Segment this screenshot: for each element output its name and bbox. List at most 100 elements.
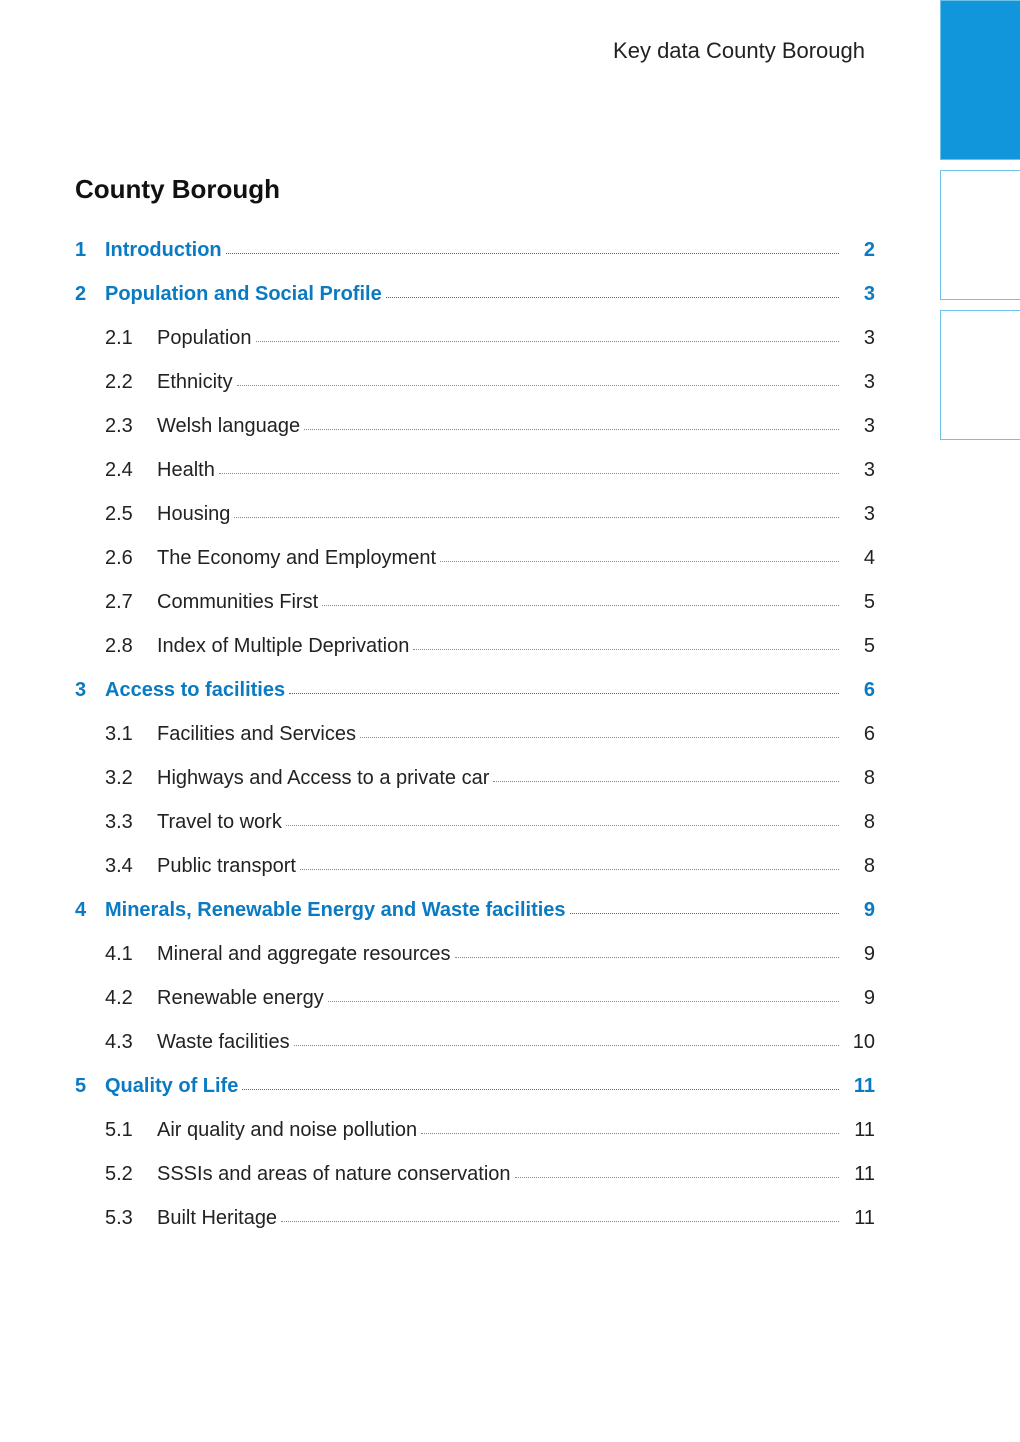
toc-leader-dots (286, 825, 839, 826)
toc-sub-row[interactable]: 2.6The Economy and Employment 4 (75, 543, 875, 573)
side-tab-active (940, 0, 1020, 160)
toc-subsection-number: 4.1 (105, 939, 157, 969)
toc-entry-text: Introduction (105, 235, 222, 265)
toc-sub-row[interactable]: 2.3Welsh language3 (75, 411, 875, 441)
toc-leader-dots (289, 693, 839, 694)
toc-page-number: 3 (845, 367, 875, 397)
toc-subsection-number: 2.7 (105, 587, 157, 617)
toc-section-number: 4 (75, 895, 105, 925)
toc-subsection-number: 2.5 (105, 499, 157, 529)
toc-subsection-number: 4.2 (105, 983, 157, 1013)
toc-entry-text: Welsh language (157, 411, 300, 441)
toc-sub-row[interactable]: 5.3Built Heritage11 (75, 1203, 875, 1233)
toc-subsection-number: 2.2 (105, 367, 157, 397)
toc-sub-row[interactable]: 4.1Mineral and aggregate resources 9 (75, 939, 875, 969)
toc-section-row[interactable]: 1Introduction 2 (75, 235, 875, 265)
toc-entry-text: SSSIs and areas of nature conservation (157, 1159, 511, 1189)
toc-leader-dots (421, 1133, 839, 1134)
toc-leader-dots (322, 605, 839, 606)
toc-entry-text: Minerals, Renewable Energy and Waste fac… (105, 895, 566, 925)
toc-entry-text: Quality of Life (105, 1071, 238, 1101)
toc-leader-dots (515, 1177, 839, 1178)
toc-entry-text: Health (157, 455, 215, 485)
toc-page-number: 5 (845, 631, 875, 661)
toc-page-number: 11 (845, 1115, 875, 1145)
toc-page-number: 6 (845, 675, 875, 705)
toc-entry-text: Renewable energy (157, 983, 324, 1013)
toc-page-number: 9 (845, 895, 875, 925)
toc-page-number: 3 (845, 499, 875, 529)
toc-page-number: 2 (845, 235, 875, 265)
toc-sub-row[interactable]: 2.2Ethnicity 3 (75, 367, 875, 397)
toc-subsection-number: 3.4 (105, 851, 157, 881)
toc-sub-row[interactable]: 3.2Highways and Access to a private car 8 (75, 763, 875, 793)
toc-entry-text: The Economy and Employment (157, 543, 436, 573)
toc-sub-row[interactable]: 3.1Facilities and Services6 (75, 719, 875, 749)
page: Key data County Borough County Borough 1… (0, 0, 1020, 1442)
toc-subsection-number: 2.6 (105, 543, 157, 573)
toc-sub-row[interactable]: 2.5Housing 3 (75, 499, 875, 529)
toc-sub-row[interactable]: 2.1Population3 (75, 323, 875, 353)
toc-subsection-number: 5.1 (105, 1115, 157, 1145)
toc-leader-dots (455, 957, 839, 958)
toc-leader-dots (413, 649, 839, 650)
toc-page-number: 4 (845, 543, 875, 573)
toc-leader-dots (300, 869, 839, 870)
table-of-contents: 1Introduction22Population and Social Pro… (75, 235, 875, 1233)
toc-section-row[interactable]: 2Population and Social Profile3 (75, 279, 875, 309)
page-title: County Borough (75, 174, 875, 205)
toc-page-number: 11 (845, 1071, 875, 1101)
toc-leader-dots (226, 253, 839, 254)
toc-leader-dots (294, 1045, 839, 1046)
toc-subsection-number: 5.3 (105, 1203, 157, 1233)
toc-page-number: 9 (845, 983, 875, 1013)
toc-page-number: 6 (845, 719, 875, 749)
toc-subsection-number: 3.3 (105, 807, 157, 837)
toc-subsection-number: 2.1 (105, 323, 157, 353)
toc-page-number: 3 (845, 455, 875, 485)
toc-entry-text: Built Heritage (157, 1203, 277, 1233)
toc-subsection-number: 3.2 (105, 763, 157, 793)
toc-entry-text: Ethnicity (157, 367, 233, 397)
toc-leader-dots (440, 561, 839, 562)
toc-section-row[interactable]: 4Minerals, Renewable Energy and Waste fa… (75, 895, 875, 925)
toc-section-row[interactable]: 5Quality of Life 11 (75, 1071, 875, 1101)
toc-sub-row[interactable]: 2.8Index of Multiple Deprivation 5 (75, 631, 875, 661)
toc-sub-row[interactable]: 3.4Public transport8 (75, 851, 875, 881)
toc-entry-text: Mineral and aggregate resources (157, 939, 451, 969)
toc-leader-dots (242, 1089, 839, 1090)
toc-section-number: 2 (75, 279, 105, 309)
toc-entry-text: Access to facilities (105, 675, 285, 705)
toc-entry-text: Housing (157, 499, 230, 529)
toc-sub-row[interactable]: 4.2Renewable energy 9 (75, 983, 875, 1013)
toc-page-number: 9 (845, 939, 875, 969)
toc-page-number: 10 (845, 1027, 875, 1057)
running-head: Key data County Borough (75, 38, 875, 64)
toc-entry-text: Population and Social Profile (105, 279, 382, 309)
toc-page-number: 8 (845, 763, 875, 793)
toc-section-row[interactable]: 3Access to facilities6 (75, 675, 875, 705)
toc-sub-row[interactable]: 3.3Travel to work8 (75, 807, 875, 837)
toc-leader-dots (304, 429, 839, 430)
toc-page-number: 3 (845, 411, 875, 441)
toc-page-number: 11 (845, 1159, 875, 1189)
toc-subsection-number: 2.4 (105, 455, 157, 485)
toc-subsection-number: 2.8 (105, 631, 157, 661)
toc-section-number: 1 (75, 235, 105, 265)
toc-entry-text: Highways and Access to a private car (157, 763, 489, 793)
toc-entry-text: Air quality and noise pollution (157, 1115, 417, 1145)
toc-leader-dots (328, 1001, 839, 1002)
toc-entry-text: Index of Multiple Deprivation (157, 631, 409, 661)
toc-leader-dots (256, 341, 839, 342)
toc-sub-row[interactable]: 5.2SSSIs and areas of nature conservatio… (75, 1159, 875, 1189)
toc-section-number: 5 (75, 1071, 105, 1101)
toc-leader-dots (386, 297, 839, 298)
toc-sub-row[interactable]: 2.7Communities First5 (75, 587, 875, 617)
toc-page-number: 8 (845, 851, 875, 881)
toc-leader-dots (493, 781, 839, 782)
toc-sub-row[interactable]: 2.4Health 3 (75, 455, 875, 485)
toc-sub-row[interactable]: 5.1Air quality and noise pollution 11 (75, 1115, 875, 1145)
toc-leader-dots (360, 737, 839, 738)
toc-sub-row[interactable]: 4.3Waste facilities10 (75, 1027, 875, 1057)
toc-entry-text: Communities First (157, 587, 318, 617)
